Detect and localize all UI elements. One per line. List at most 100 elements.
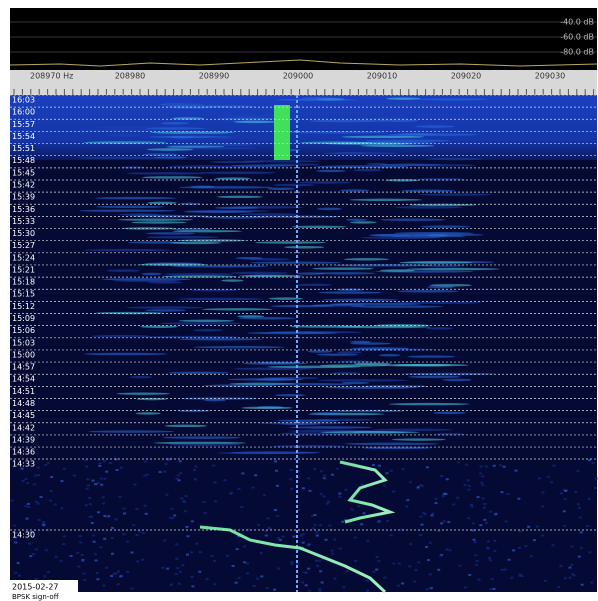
noise xyxy=(190,575,194,578)
streak xyxy=(399,261,472,264)
noise xyxy=(540,505,544,508)
noise xyxy=(102,502,106,505)
noise xyxy=(456,461,460,464)
noise xyxy=(116,583,120,586)
streak xyxy=(321,431,420,434)
noise xyxy=(318,524,322,527)
noise xyxy=(256,577,260,580)
noise xyxy=(333,538,337,541)
noise xyxy=(445,548,449,551)
noise xyxy=(94,559,98,562)
noise xyxy=(532,539,536,542)
noise xyxy=(12,524,16,527)
streak xyxy=(258,361,299,365)
noise xyxy=(177,582,181,585)
frequency-label: 208990 xyxy=(199,72,230,81)
noise xyxy=(183,510,187,513)
noise xyxy=(190,520,194,523)
streak xyxy=(121,166,145,169)
noise xyxy=(166,567,170,570)
noise xyxy=(213,583,217,586)
noise xyxy=(53,503,57,506)
streak xyxy=(379,269,416,272)
streak xyxy=(171,265,268,268)
noise xyxy=(88,496,92,499)
noise xyxy=(193,468,197,471)
noise xyxy=(392,562,396,565)
noise xyxy=(517,546,521,549)
noise xyxy=(328,524,332,527)
noise xyxy=(17,574,21,577)
noise xyxy=(568,576,572,579)
streak xyxy=(268,297,303,300)
time-label: 14:36 xyxy=(12,448,35,457)
time-label: 14:54 xyxy=(12,375,35,384)
noise xyxy=(194,465,198,468)
noise xyxy=(586,525,590,528)
noise xyxy=(76,551,80,554)
time-label: 14:39 xyxy=(12,435,35,444)
noise xyxy=(161,566,165,569)
noise xyxy=(396,584,400,587)
streak xyxy=(238,317,296,320)
streak xyxy=(237,315,265,318)
noise xyxy=(141,532,145,535)
noise xyxy=(479,465,483,468)
streak xyxy=(142,153,178,156)
noise xyxy=(471,529,475,532)
noise xyxy=(143,474,147,477)
noise xyxy=(14,541,18,544)
noise xyxy=(489,510,493,513)
noise xyxy=(205,578,209,581)
noise xyxy=(175,477,179,480)
noise xyxy=(376,521,380,524)
noise xyxy=(185,525,189,528)
noise xyxy=(122,533,126,536)
streak xyxy=(108,134,143,137)
noise xyxy=(529,555,533,558)
noise xyxy=(42,521,46,524)
noise xyxy=(445,478,449,481)
time-label: 14:48 xyxy=(12,399,35,408)
noise xyxy=(107,515,111,518)
streak xyxy=(407,355,456,358)
noise xyxy=(324,538,328,541)
streak xyxy=(129,375,153,379)
streak xyxy=(178,239,246,242)
noise xyxy=(360,523,364,526)
noise xyxy=(86,484,90,487)
streak xyxy=(83,141,167,144)
streak xyxy=(353,362,392,366)
noise xyxy=(577,555,581,558)
streak xyxy=(216,115,275,118)
noise xyxy=(552,464,556,467)
noise xyxy=(135,508,139,511)
noise xyxy=(423,513,427,516)
noise xyxy=(119,466,123,469)
noise xyxy=(186,553,190,556)
time-label: 14:45 xyxy=(12,411,35,420)
noise xyxy=(372,570,376,573)
noise xyxy=(466,479,470,482)
noise xyxy=(110,526,114,529)
streak xyxy=(168,371,229,374)
streak xyxy=(266,163,320,166)
noise xyxy=(541,534,545,537)
noise xyxy=(428,573,432,576)
footer-note: BPSK sign-off xyxy=(12,593,59,601)
noise xyxy=(292,535,296,538)
streak xyxy=(267,187,295,190)
streak xyxy=(178,319,235,323)
noise xyxy=(99,546,103,549)
noise xyxy=(274,460,278,463)
streak xyxy=(146,127,205,130)
noise xyxy=(98,465,102,468)
streak xyxy=(425,327,453,330)
noise xyxy=(442,493,446,496)
noise xyxy=(42,524,46,527)
noise xyxy=(377,560,381,563)
noise xyxy=(90,521,94,524)
noise xyxy=(527,525,531,528)
spectrum-trace xyxy=(9,59,598,67)
noise xyxy=(138,530,142,533)
